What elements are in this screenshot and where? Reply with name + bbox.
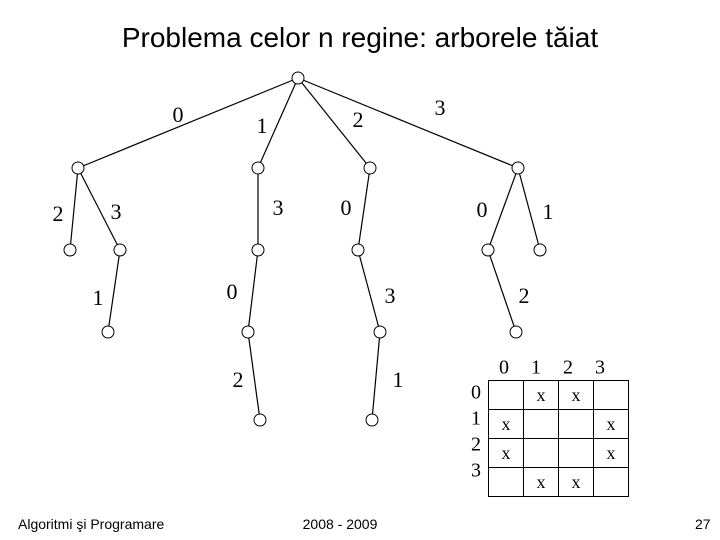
board-col-header: 3: [595, 357, 605, 380]
board-cell: [524, 439, 559, 468]
board-row-header: 0: [471, 382, 481, 405]
board-cell: x: [489, 410, 524, 439]
board-row-header: 1: [471, 408, 481, 431]
edge-label: 3: [111, 199, 122, 225]
board-row-header: 2: [471, 434, 481, 457]
board-cell: [594, 468, 629, 497]
edge-label: 1: [93, 285, 104, 311]
board-grid: xxxxxxxx: [488, 380, 629, 497]
board-cell: x: [524, 381, 559, 410]
edge-label: 2: [519, 283, 530, 309]
solution-board: 01230123xxxxxxxx: [488, 380, 629, 497]
board-row-header: 3: [471, 460, 481, 483]
edge-label: 2: [53, 201, 64, 227]
board-col-header: 2: [563, 357, 573, 380]
board-cell: [559, 410, 594, 439]
edge-label: 1: [257, 113, 268, 139]
board-cell: [524, 410, 559, 439]
edge-label: 2: [233, 367, 244, 393]
edge-label: 0: [227, 279, 238, 305]
board-cell: x: [524, 468, 559, 497]
board-cell: [489, 381, 524, 410]
board-cell: x: [594, 439, 629, 468]
board-cell: x: [594, 410, 629, 439]
edge-label: 1: [543, 199, 554, 225]
board-cell: [559, 439, 594, 468]
board-cell: x: [559, 381, 594, 410]
footer-right: 27: [695, 516, 711, 532]
board-cell: [594, 381, 629, 410]
footer-left: Algoritmi şi Programare: [18, 516, 164, 532]
edge-label: 0: [477, 197, 488, 223]
footer-center: 2008 - 2009: [303, 516, 378, 532]
edge-label: 3: [385, 283, 396, 309]
board-col-header: 0: [499, 357, 509, 380]
board-cell: [489, 468, 524, 497]
edge-label: 3: [435, 95, 446, 121]
edge-label: 2: [353, 107, 364, 133]
board-col-header: 1: [531, 357, 541, 380]
board-cell: x: [559, 468, 594, 497]
edge-label: 0: [341, 195, 352, 221]
edge-label: 1: [393, 367, 404, 393]
board-cell: x: [489, 439, 524, 468]
edge-label: 0: [173, 102, 184, 128]
edge-label: 3: [273, 195, 284, 221]
